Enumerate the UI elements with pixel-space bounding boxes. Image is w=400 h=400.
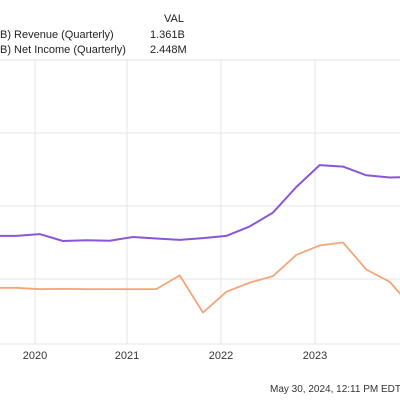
legend-label-net-income: B) Net Income (Quarterly) [0, 44, 126, 56]
grid [0, 59, 400, 345]
net-income-series-line [0, 241, 400, 314]
legend-value-revenue: 1.361B [150, 29, 185, 41]
footer-timestamp: May 30, 2024, 12:11 PM EDT Powe [270, 384, 400, 395]
x-tick-label: 2020 [23, 350, 47, 362]
legend-header: VAL [164, 13, 184, 25]
revenue-series-line [0, 164, 400, 242]
series-layer [0, 164, 400, 314]
x-tick-label: 2021 [115, 350, 139, 362]
legend: VAL B) Revenue (Quarterly) 1.361B B) Net… [0, 13, 187, 56]
x-tick-label: 2023 [303, 350, 327, 362]
legend-value-net-income: 2.448M [150, 44, 187, 56]
x-tick-label: 2022 [209, 350, 233, 362]
legend-label-revenue: B) Revenue (Quarterly) [0, 29, 114, 41]
x-axis-ticks: 2020 2021 2022 2023 [23, 350, 327, 362]
